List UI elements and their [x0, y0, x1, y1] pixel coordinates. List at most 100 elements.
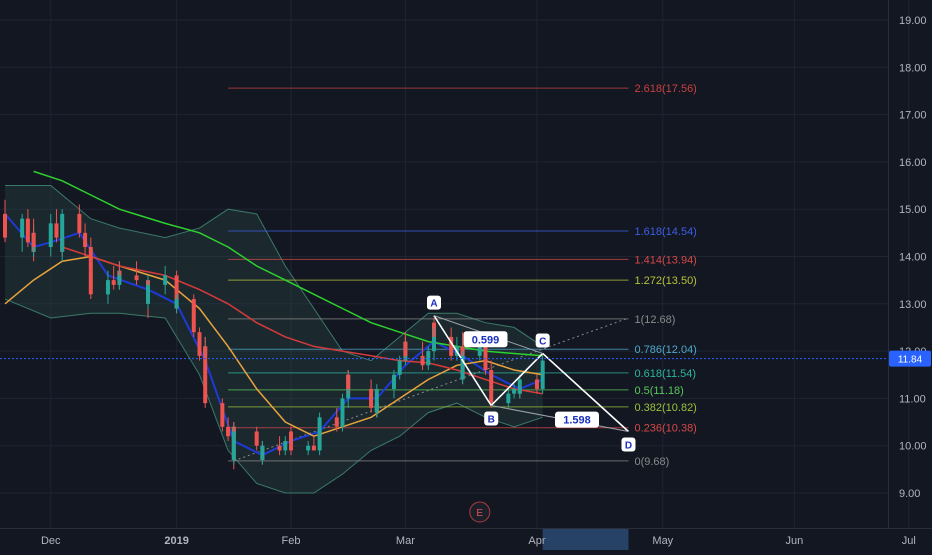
- candle-body[interactable]: [432, 336, 436, 352]
- candle-body[interactable]: [88, 270, 93, 295]
- candle-body[interactable]: [489, 393, 494, 404]
- y-tick-label: 17.00: [899, 110, 927, 122]
- candle-body[interactable]: [306, 445, 311, 451]
- candle-body[interactable]: [60, 213, 65, 238]
- candle-body[interactable]: [20, 218, 25, 238]
- candle-body[interactable]: [105, 280, 110, 295]
- pattern-ratio-badge[interactable]: [463, 331, 508, 348]
- candle-body[interactable]: [220, 403, 225, 427]
- x-tick-label: Apr: [528, 535, 545, 547]
- abcd-pattern[interactable]: A B C D 0.599 1.598: [427, 295, 636, 452]
- y-tick-label: 19.00: [899, 15, 927, 27]
- candle-body[interactable]: [260, 445, 265, 456]
- candle-body[interactable]: [254, 431, 259, 446]
- pattern-point-badge[interactable]: [621, 437, 636, 452]
- fib-level-label: 0(9.68): [634, 456, 669, 468]
- candle-body[interactable]: [25, 218, 30, 243]
- candle-body[interactable]: [512, 388, 517, 394]
- candle-body[interactable]: [231, 431, 236, 460]
- candle-body[interactable]: [289, 445, 293, 451]
- time-range-highlight: [542, 529, 629, 550]
- x-tick-label: May: [652, 535, 673, 547]
- pattern-leg[interactable]: [490, 352, 544, 407]
- candle-body[interactable]: [54, 223, 59, 238]
- candle-body[interactable]: [146, 284, 150, 304]
- candle-body[interactable]: [374, 388, 379, 413]
- candle-body[interactable]: [369, 388, 374, 408]
- candle-body[interactable]: [203, 346, 208, 375]
- fib-level-label: 0.786(12.04): [634, 344, 696, 356]
- pattern-leg[interactable]: [433, 315, 492, 406]
- x-tick-label: 2019: [164, 535, 188, 547]
- candle-body[interactable]: [449, 336, 454, 356]
- pattern-point-badge[interactable]: [427, 295, 441, 310]
- candle-body[interactable]: [111, 280, 116, 285]
- candle-body[interactable]: [477, 341, 482, 356]
- candle-body[interactable]: [340, 398, 345, 427]
- candle-body[interactable]: [191, 299, 196, 333]
- candle-body[interactable]: [203, 374, 208, 404]
- time-axis[interactable]: Dec 2019 Feb Mar Apr May Jun Jul: [0, 528, 932, 550]
- candle-body[interactable]: [311, 445, 316, 451]
- candle-body[interactable]: [517, 379, 522, 385]
- candle-body[interactable]: [460, 355, 465, 380]
- pattern-point-badge[interactable]: [484, 411, 499, 426]
- candle-body[interactable]: [134, 275, 139, 281]
- candle-body[interactable]: [277, 445, 282, 451]
- candle-body[interactable]: [489, 370, 494, 385]
- pattern-ratio-badge[interactable]: [555, 411, 599, 428]
- price-axis[interactable]: 9.0010.0011.0012.0013.0014.0015.0016.001…: [888, 0, 927, 528]
- candle-body[interactable]: [226, 426, 231, 437]
- candle-body[interactable]: [397, 360, 402, 375]
- candle-body[interactable]: [31, 232, 36, 248]
- candle-body[interactable]: [403, 346, 408, 356]
- candle-body[interactable]: [163, 275, 168, 285]
- pattern-ratio-label: 0.599: [472, 334, 500, 346]
- bollinger-fill: [5, 185, 543, 493]
- y-tick-label: 18.00: [899, 62, 927, 74]
- candle-body[interactable]: [483, 341, 488, 371]
- y-tick-label: 15.00: [899, 204, 927, 216]
- candle-body[interactable]: [77, 213, 82, 233]
- fib-level-label: 0.236(10.38): [634, 423, 696, 435]
- event-marker-label: E: [476, 508, 483, 519]
- y-tick-label: 14.00: [899, 252, 927, 264]
- candle-body[interactable]: [317, 417, 322, 437]
- candle-body[interactable]: [317, 431, 322, 451]
- event-marker[interactable]: E: [469, 501, 491, 523]
- pattern-point-label: A: [430, 299, 437, 310]
- fib-level-label: 0.382(10.82): [634, 402, 696, 414]
- candle-body[interactable]: [197, 332, 202, 356]
- x-tick-label: Feb: [282, 535, 301, 547]
- pattern-point-label: C: [539, 336, 546, 347]
- x-tick-label: Jun: [785, 535, 803, 547]
- y-tick-label: 16.00: [899, 157, 927, 169]
- grid-lines: [0, 0, 910, 528]
- x-tick-label: Jul: [902, 535, 916, 547]
- candle-body[interactable]: [346, 374, 351, 389]
- last-price-label: 11.84: [898, 355, 923, 366]
- candle-body[interactable]: [540, 360, 545, 389]
- moving-average-line-3[interactable]: [61, 246, 543, 395]
- y-tick-label: 10.00: [899, 441, 927, 453]
- candle-body[interactable]: [48, 223, 53, 248]
- candle-body[interactable]: [3, 213, 7, 238]
- pattern-leg[interactable]: [542, 352, 630, 433]
- candle-body[interactable]: [83, 232, 88, 248]
- candle-body[interactable]: [391, 374, 396, 389]
- event-marker-circle[interactable]: [469, 501, 491, 523]
- candlesticks[interactable]: [3, 199, 545, 470]
- candle-body[interactable]: [283, 440, 288, 451]
- candle-body[interactable]: [117, 275, 122, 281]
- x-tick-label: Dec: [41, 535, 61, 547]
- candle-body[interactable]: [174, 299, 179, 309]
- candle-body[interactable]: [334, 417, 339, 427]
- candle-body[interactable]: [506, 393, 511, 404]
- candle-body[interactable]: [534, 379, 539, 389]
- pattern-point-badge[interactable]: [535, 333, 550, 348]
- fib-level-label: 1(12.68): [634, 314, 675, 326]
- candle-body[interactable]: [60, 237, 65, 252]
- candle-body[interactable]: [420, 355, 425, 366]
